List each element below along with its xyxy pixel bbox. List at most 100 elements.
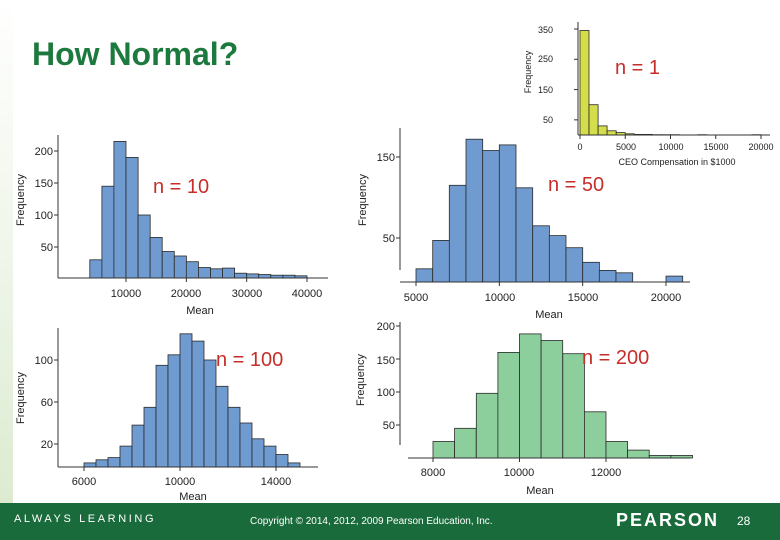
n200-bar-7 xyxy=(584,411,607,459)
n50-bar-0 xyxy=(415,268,434,283)
n1-bar-1 xyxy=(588,104,599,136)
page-number: 28 xyxy=(737,514,751,528)
n50-xtick-5000: 5000 xyxy=(404,292,428,304)
n100-bar-8 xyxy=(179,333,193,468)
n10-xtick-40000: 40000 xyxy=(292,288,323,300)
n100-bar-2 xyxy=(107,457,121,468)
n10-bar-3 xyxy=(125,156,139,279)
n50-bar-2 xyxy=(448,184,467,283)
n100-bar-4 xyxy=(131,424,145,468)
n10-bar-1 xyxy=(101,185,115,279)
n1-x-ticks: 0 5000 10000 15000 20000 xyxy=(577,142,773,152)
n10-sample-size-label: n = 10 xyxy=(153,176,209,198)
n1-xtick-5000: 5000 xyxy=(616,142,636,152)
n1-ytick-350: 350 xyxy=(538,25,553,35)
publisher-logo: PEARSON xyxy=(616,510,720,530)
n10-bar-4 xyxy=(137,214,151,279)
histogram-n10: 200 150 100 50 10000 20000 30000 40000 M… xyxy=(15,135,328,317)
n10-y-ticks: 200 150 100 50 xyxy=(35,146,53,254)
n50-bar-12 xyxy=(615,272,634,283)
n100-bar-17 xyxy=(287,462,301,468)
n100-ylabel: Frequency xyxy=(15,372,27,424)
n50-sample-size-label: n = 50 xyxy=(548,174,604,196)
n50-xtick-10000: 10000 xyxy=(485,292,516,304)
n100-bar-16 xyxy=(275,454,289,468)
n50-bar-11 xyxy=(598,269,617,283)
n10-ytick-100: 100 xyxy=(35,210,53,222)
n200-ylabel: Frequency xyxy=(355,354,367,406)
n100-bar-10 xyxy=(203,359,217,468)
n10-bar-8 xyxy=(185,261,199,279)
n100-bar-9 xyxy=(191,340,205,468)
n10-bar-13 xyxy=(246,273,260,279)
n100-xtick-6000: 6000 xyxy=(72,476,96,488)
n100-sample-size-label: n = 100 xyxy=(216,349,283,371)
n200-xtick-10000: 10000 xyxy=(504,467,535,479)
n200-ytick-150: 150 xyxy=(377,355,395,367)
n1-ytick-250: 250 xyxy=(538,54,553,64)
n10-xtick-20000: 20000 xyxy=(171,288,202,300)
n100-bar-1 xyxy=(95,459,109,468)
n100-bar-13 xyxy=(239,422,253,468)
n1-bar-3 xyxy=(606,130,617,136)
footer-copyright: Copyright © 2014, 2012, 2009 Pearson Edu… xyxy=(250,516,493,527)
n1-xlabel: CEO Compensation in $1000 xyxy=(618,157,735,167)
n10-bar-6 xyxy=(161,251,175,279)
n10-bar-7 xyxy=(173,255,187,279)
n200-y-ticks: 200 150 100 50 xyxy=(377,321,395,432)
n50-xlabel: Mean xyxy=(535,309,563,321)
n100-xlabel: Mean xyxy=(179,491,207,503)
n100-xtick-10000: 10000 xyxy=(165,476,196,488)
n10-bars xyxy=(54,140,308,282)
n10-ylabel: Frequency xyxy=(15,174,27,226)
n10-bar-0 xyxy=(89,259,103,279)
histograms-figure: 350 250 150 50 0 5000 10000 15000 20000 … xyxy=(15,14,780,503)
n50-bar-13 xyxy=(665,275,684,283)
n200-xtick-12000: 12000 xyxy=(591,467,622,479)
n10-bar-2 xyxy=(113,140,127,279)
n100-xtick-14000: 14000 xyxy=(261,476,292,488)
n200-sample-size-label: n = 200 xyxy=(582,347,649,369)
n1-ytick-150: 150 xyxy=(538,85,553,95)
n50-bar-8 xyxy=(548,235,567,283)
n200-bar-8 xyxy=(605,441,629,459)
n50-bar-10 xyxy=(582,261,600,283)
n100-bar-15 xyxy=(263,445,277,468)
n1-panel-background xyxy=(512,14,780,174)
n50-bar-5 xyxy=(498,144,517,283)
n100-y-ticks: 100 60 20 xyxy=(35,355,53,451)
n100-ytick-100: 100 xyxy=(35,355,53,367)
histogram-n50: 150 50 5000 10000 15000 20000 Mean Frequ… xyxy=(357,128,690,321)
n200-bar-2 xyxy=(475,392,499,459)
n10-bar-12 xyxy=(234,272,248,279)
n100-bar-5 xyxy=(143,406,157,468)
n50-bar-9 xyxy=(565,247,584,283)
n50-bar-7 xyxy=(532,225,550,283)
n50-bar-6 xyxy=(515,187,534,283)
histogram-n200: 200 150 100 50 8000 10000 12000 Mean Fre… xyxy=(355,321,693,497)
n100-bar-0 xyxy=(83,462,97,468)
n1-ytick-50: 50 xyxy=(543,115,553,125)
n200-bars xyxy=(396,325,693,462)
footer-tagline: ALWAYS LEARNING xyxy=(14,513,157,525)
slide-title: How Normal? xyxy=(32,36,239,72)
n100-ytick-60: 60 xyxy=(41,397,53,409)
n50-x-ticks: 5000 10000 15000 20000 xyxy=(404,292,682,304)
n1-bar-0 xyxy=(579,30,590,136)
n200-bar-6 xyxy=(562,353,585,459)
n200-bar-1 xyxy=(454,427,477,459)
n200-bar-9 xyxy=(627,449,650,459)
n10-bar-5 xyxy=(149,236,163,279)
n50-xtick-15000: 15000 xyxy=(568,292,599,304)
n1-xtick-0: 0 xyxy=(577,142,582,152)
n200-bar-0 xyxy=(432,441,456,459)
n50-bars xyxy=(396,138,684,286)
n200-bar-5 xyxy=(540,340,564,459)
n100-bar-7 xyxy=(167,354,181,468)
histogram-n100: 100 60 20 6000 10000 14000 Mean Frequenc… xyxy=(15,328,318,503)
n1-xtick-20000: 20000 xyxy=(748,142,773,152)
n200-xlabel: Mean xyxy=(526,485,554,497)
n200-ytick-200: 200 xyxy=(377,321,395,333)
n10-ytick-200: 200 xyxy=(35,146,53,158)
n10-xtick-10000: 10000 xyxy=(111,288,142,300)
